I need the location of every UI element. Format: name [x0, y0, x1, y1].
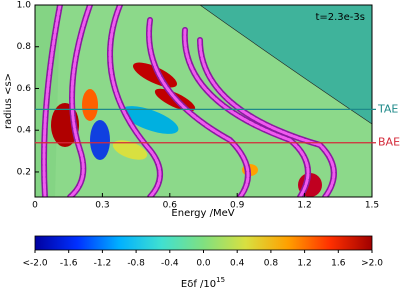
mode-label: TAE [377, 102, 398, 115]
mode-label: BAE [378, 136, 400, 149]
y-tick-label: 1.0 [17, 1, 32, 11]
y-axis-title: radius <s> [3, 73, 14, 129]
time-annotation: t=2.3e-3s [315, 12, 365, 23]
heatmap-image [35, 5, 372, 197]
y-tick-label: 0.2 [17, 167, 31, 177]
x-tick-label: 1.5 [365, 201, 379, 211]
x-tick-label: 0.6 [163, 201, 178, 211]
colorbar-tick-label: >2.0 [361, 259, 383, 269]
y-tick-label: 0.8 [17, 42, 32, 52]
colorbar-tick-label: <-2.0 [22, 259, 47, 269]
x-tick-label: 0.3 [95, 201, 109, 211]
colorbar-tick-label: 0.8 [264, 259, 279, 269]
colorbar-title: Eδf /1015 [181, 276, 225, 290]
x-tick-label: 0.9 [230, 201, 245, 211]
colorbar-tick-label: 1.6 [331, 259, 346, 269]
colorbar-exponent: 15 [216, 276, 225, 284]
y-tick-label: 0.6 [17, 84, 32, 94]
colorbar-tick-label: 0.0 [196, 259, 211, 269]
x-tick-label: 1.2 [297, 201, 311, 211]
y-tick-label: 0.4 [17, 126, 32, 136]
colorbar-label: Eδf /10 [181, 279, 216, 290]
plot-frame [34, 4, 373, 198]
colorbar-tick-label: -1.6 [60, 259, 78, 269]
colorbar [34, 235, 373, 251]
colorbar-tick-label: -1.2 [94, 259, 112, 269]
x-tick-label: 0 [32, 201, 38, 211]
colorbar-tick-label: 1.2 [297, 259, 311, 269]
colorbar-tick-label: -0.8 [127, 259, 145, 269]
colorbar-tick-label: 0.4 [230, 259, 245, 269]
colorbar-tick-label: -0.4 [161, 259, 179, 269]
x-axis-title: Energy /MeV [171, 208, 234, 219]
